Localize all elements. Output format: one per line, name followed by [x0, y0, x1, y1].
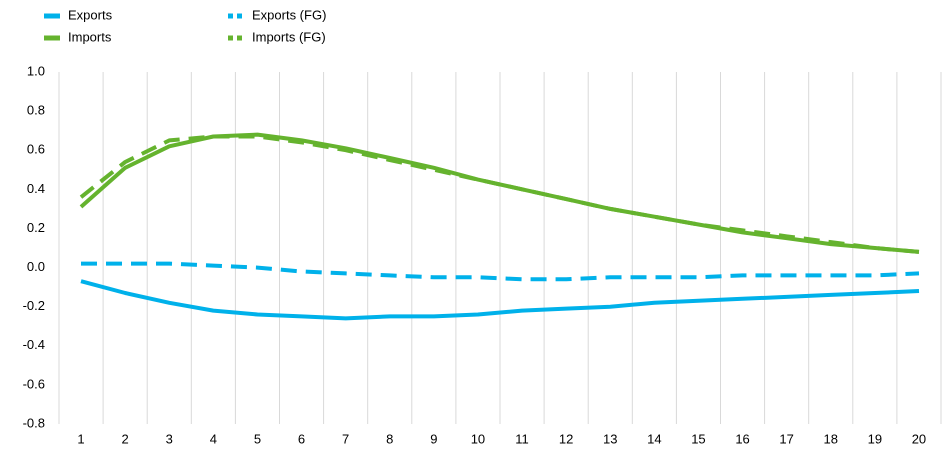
- x-tick-label: 12: [559, 431, 573, 446]
- x-tick-label: 11: [515, 431, 529, 446]
- x-tick-label: 4: [210, 431, 217, 446]
- x-tick-label: 6: [298, 431, 305, 446]
- x-tick-label: 17: [779, 431, 793, 446]
- legend-label: Imports: [68, 29, 112, 44]
- y-tick-label: 0.2: [27, 220, 45, 235]
- legend-label: Imports (FG): [252, 29, 326, 44]
- y-tick-label: 1.0: [27, 63, 45, 78]
- line-series: [81, 261, 920, 282]
- x-tick-label: 20: [912, 431, 926, 446]
- x-tick-label: 16: [735, 431, 749, 446]
- x-tick-label: 19: [868, 431, 882, 446]
- x-tick-label: 5: [254, 431, 261, 446]
- y-tick-label: 0.8: [27, 103, 45, 118]
- y-tick-label: 0.0: [27, 259, 45, 274]
- y-tick-label: 0.4: [27, 181, 45, 196]
- x-tick-label: 13: [603, 431, 617, 446]
- x-tick-label: 15: [691, 431, 705, 446]
- y-tick-label: -0.6: [23, 376, 45, 391]
- y-tick-label: -0.4: [23, 337, 45, 352]
- x-tick-label: 14: [647, 431, 661, 446]
- legend-label: Exports: [68, 7, 113, 22]
- line-series: [79, 134, 920, 254]
- line-series: [80, 279, 920, 321]
- x-tick-label: 1: [77, 431, 84, 446]
- x-tick-label: 10: [471, 431, 485, 446]
- x-tick-label: 2: [122, 431, 129, 446]
- x-tick-label: 8: [386, 431, 393, 446]
- y-tick-label: -0.8: [23, 415, 45, 430]
- x-tick-label: 3: [166, 431, 173, 446]
- x-tick-label: 9: [430, 431, 437, 446]
- y-tick-label: 0.6: [27, 142, 45, 157]
- x-tick-label: 18: [824, 431, 838, 446]
- legend-label: Exports (FG): [252, 7, 326, 22]
- x-tick-label: 7: [342, 431, 349, 446]
- y-tick-label: -0.2: [23, 298, 45, 313]
